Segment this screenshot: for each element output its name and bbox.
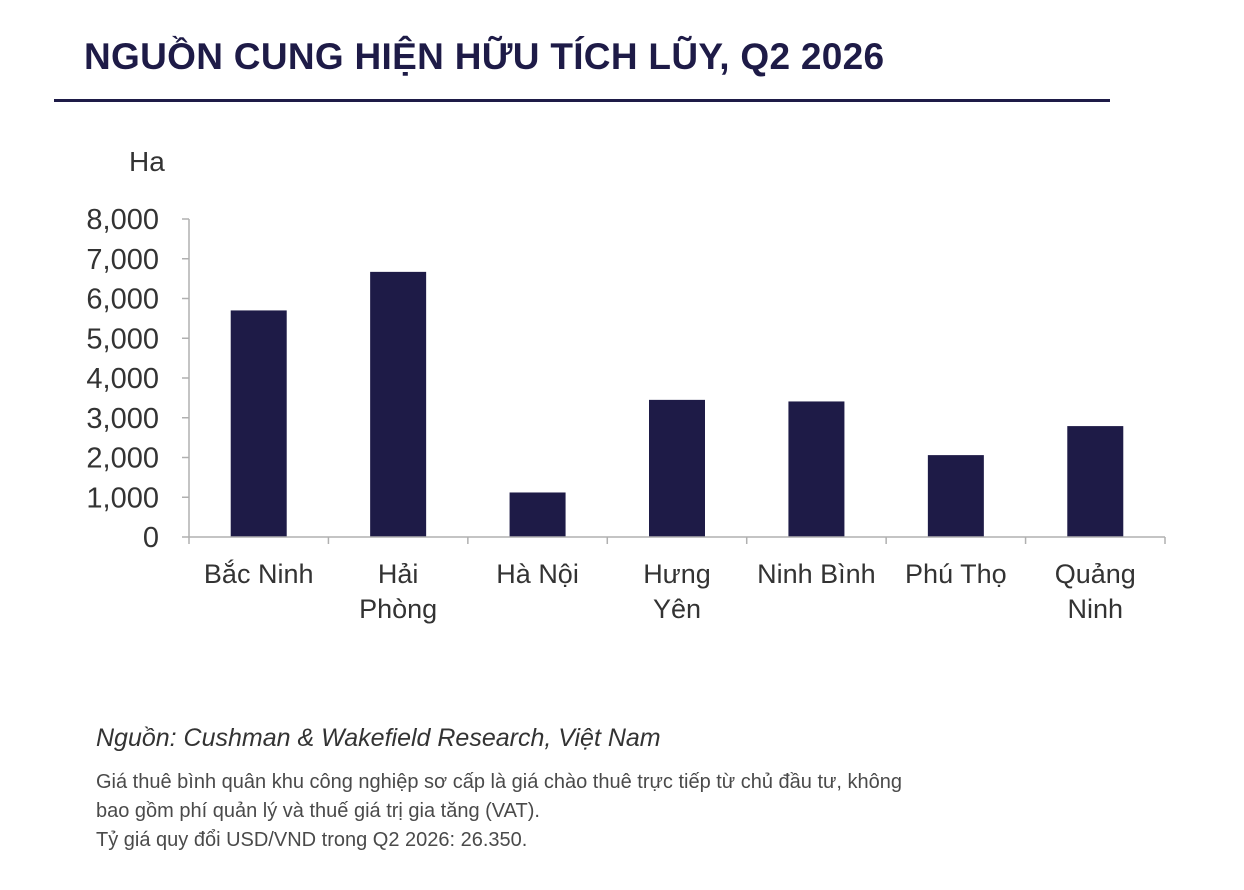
y-axis-ticks: 0 1,000 2,000 3,000 4,000 5,000 6,000 7,000 8,00… <box>86 204 189 554</box>
x-tick-label: Ninh Bình <box>757 559 876 589</box>
y-tick-label: 2,000 <box>86 443 159 475</box>
x-tick-label: Hưng Yên <box>643 559 711 624</box>
y-tick-label: 6,000 <box>86 284 159 316</box>
bar-4 <box>649 399 705 537</box>
y-tick-label: 3,000 <box>86 403 159 435</box>
x-tick-label: Quảng Ninh <box>1055 559 1136 624</box>
bar-7 <box>1067 426 1124 537</box>
y-axis-label: Ha <box>129 146 165 177</box>
x-tick-label: Bắc Ninh <box>204 558 314 589</box>
footnote-line: Tỷ giá quy đổi USD/VND trong Q2 2026: 26… <box>96 829 528 851</box>
chart-title: NGUỒN CUNG HIỆN HỮU TÍCH LŨY, Q2 2026 <box>84 36 885 77</box>
bar-2 <box>370 271 427 537</box>
bar-1 <box>230 310 287 537</box>
title-divider <box>54 99 1110 102</box>
y-tick-label: 8,000 <box>86 204 159 236</box>
x-tick-label: Phú Thọ <box>905 559 1007 589</box>
x-tick-label: Hải Phòng <box>359 559 437 624</box>
bar-5 <box>788 401 845 537</box>
y-tick-label: 4,000 <box>86 363 159 395</box>
x-axis-tick-marks <box>188 537 1166 544</box>
bar-6 <box>927 455 984 537</box>
x-tick-label: Hà Nội <box>496 559 579 589</box>
source-note: Nguồn: Cushman & Wakefield Research, Việ… <box>96 724 661 752</box>
bar-chart: Ha 0 1,000 2,000 3,000 4,000 5,000 6,000 7,000 8… <box>86 146 1166 624</box>
y-tick-label: 1,000 <box>86 482 159 514</box>
y-tick-label: 5,000 <box>86 323 159 355</box>
bars <box>230 271 1124 537</box>
bar-3 <box>509 492 566 537</box>
x-axis-labels: Bắc Ninh Hải Phòng Hà Nội Hưng Yên Ninh Bình Ph… <box>204 558 1136 624</box>
y-tick-label: 7,000 <box>86 244 159 276</box>
y-tick-label: 0 <box>143 522 159 554</box>
footnote-line: bao gồm phí quản lý và thuế giá trị gia … <box>96 800 540 822</box>
footnote-line: Giá thuê bình quân khu công nghiệp sơ cấ… <box>96 771 903 793</box>
